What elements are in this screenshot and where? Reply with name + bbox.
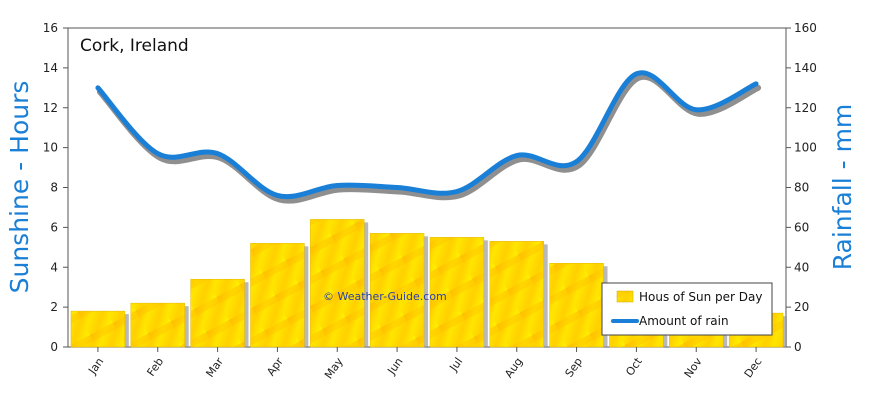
y-right-tick-label: 120 <box>794 101 817 115</box>
rain-point-sep <box>575 160 579 164</box>
legend: Hous of Sun per Day Amount of rain <box>601 282 773 336</box>
chart-title: Cork, Ireland <box>80 36 189 56</box>
x-tick-label-nov: Nov <box>682 355 705 380</box>
x-tick-label-sep: Sep <box>562 355 585 379</box>
y-left-tick-label: 2 <box>50 300 58 314</box>
y-left-tick-label: 16 <box>43 21 58 35</box>
x-tick-label-dec: Dec <box>742 355 765 380</box>
y-left-tick-label: 12 <box>43 101 58 115</box>
x-tick-label-apr: Apr <box>264 355 286 378</box>
legend-label-sun: Hous of Sun per Day <box>639 290 763 304</box>
y-right-tick-label: 0 <box>794 340 802 354</box>
y-left-tick-label: 6 <box>50 220 58 234</box>
y-right-tick-label: 140 <box>794 61 817 75</box>
sun-bar-jun <box>369 233 425 348</box>
y-left-tick-label: 8 <box>50 181 58 195</box>
sun-bar-jan <box>70 310 126 348</box>
y-right-axis-title: Rainfall - mm <box>828 104 857 271</box>
rain-point-jan <box>96 86 100 90</box>
rain-point-feb <box>156 152 160 156</box>
y-right-tick-label: 20 <box>794 300 809 314</box>
rain-line <box>95 70 759 200</box>
rain-point-aug <box>515 154 519 158</box>
x-tick-label-feb: Feb <box>144 355 166 378</box>
sun-bar-apr <box>250 243 305 348</box>
y-left-tick-label: 4 <box>50 260 58 274</box>
legend-label-rain: Amount of rain <box>639 314 729 328</box>
x-tick-label-mar: Mar <box>203 355 226 380</box>
watermark: © Weather-Guide.com <box>323 290 447 303</box>
y-left-tick-label: 10 <box>43 141 58 155</box>
y-left-axis-title: Sunshine - Hours <box>5 81 34 294</box>
sun-bar-jul <box>429 237 485 348</box>
rain-point-mar <box>216 152 220 156</box>
sun-bar-aug <box>489 241 544 348</box>
rain-point-jul <box>455 189 459 193</box>
sun-bar-sep <box>549 263 604 348</box>
y-right-tick-label: 80 <box>794 181 809 195</box>
sun-bar-may <box>310 219 365 348</box>
rain-point-jun <box>395 186 399 189</box>
rain-point-apr <box>275 193 279 197</box>
y-left-tick-label: 14 <box>43 61 58 75</box>
y-right-tick-label: 160 <box>794 21 817 35</box>
legend-swatch-sun <box>616 290 634 303</box>
x-tick-label-aug: Aug <box>502 355 525 380</box>
rain-line-shadow <box>96 73 762 204</box>
rain-point-oct <box>634 72 638 76</box>
x-tick-label-oct: Oct <box>623 355 645 379</box>
x-tick-label-jun: Jun <box>384 355 405 377</box>
x-tick-label-jul: Jul <box>447 355 466 374</box>
y-right-tick-label: 60 <box>794 220 809 234</box>
x-tick-label-jan: Jan <box>85 355 106 377</box>
rain-point-dec <box>754 82 758 86</box>
sun-bar-mar <box>190 278 245 348</box>
rain-point-may <box>335 184 339 188</box>
y-left-tick-label: 0 <box>50 340 58 354</box>
y-right-tick-label: 40 <box>794 260 809 274</box>
sun-bar-feb <box>130 302 185 348</box>
y-right-tick-label: 100 <box>794 141 817 155</box>
x-tick-label-may: May <box>322 355 346 381</box>
rain-point-nov <box>694 108 698 112</box>
